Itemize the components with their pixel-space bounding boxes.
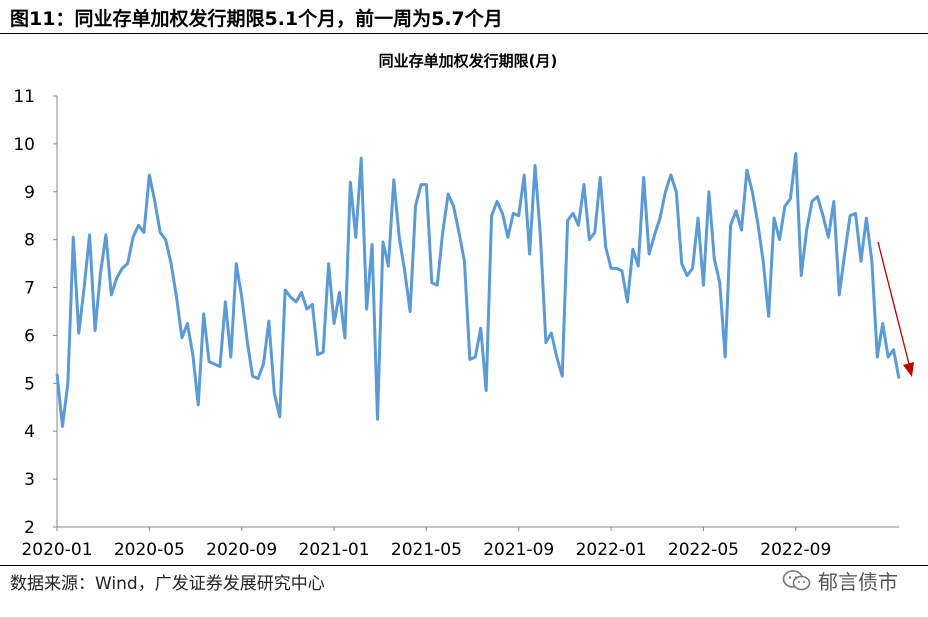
series-line — [55, 151, 901, 428]
x-tick-label: 2020-01 — [21, 540, 92, 560]
chart-title: 同业存单加权发行期限(月) — [379, 52, 558, 70]
y-tick-label: 10 — [13, 135, 35, 155]
watermark: 郁言债市 — [782, 566, 898, 595]
axes: 2 3 4 5 6 7 8 9 10 11 2020-01 2020-05 2020-09 2021-01… — [13, 87, 899, 560]
x-tick-label: 2020-05 — [114, 540, 185, 560]
line-chart: 同业存单加权发行期限(月) 2 3 4 5 6 7 8 9 10 11 2020-01 2020-05… — [13, 52, 914, 560]
plot-area — [55, 151, 914, 428]
source-rule — [0, 565, 928, 566]
x-tick-label: 2022-09 — [760, 540, 831, 560]
watermark-text: 郁言债市 — [818, 570, 898, 594]
y-tick-label: 7 — [24, 279, 35, 299]
x-tick-label: 2020-09 — [206, 540, 277, 560]
y-tick-label: 8 — [24, 231, 35, 251]
x-tick-label: 2021-01 — [299, 540, 370, 560]
y-tick-label: 5 — [24, 374, 35, 394]
trend-arrow-line — [877, 241, 911, 369]
title-rule — [0, 33, 928, 34]
trend-arrow-head — [903, 362, 914, 377]
y-tick-label: 4 — [24, 422, 35, 442]
y-tick-label: 11 — [13, 87, 35, 107]
figure-title: 图11：同业存单加权发行期限5.1个月，前一周为5.7个月 — [10, 8, 503, 30]
y-tick-label: 6 — [24, 326, 35, 346]
y-tick-label: 3 — [24, 470, 35, 490]
x-tick-label: 2022-05 — [668, 540, 739, 560]
x-tick-label: 2021-05 — [391, 540, 462, 560]
source-note: 数据来源：Wind，广发证券发展研究中心 — [10, 574, 325, 594]
y-tick-label: 9 — [24, 183, 35, 203]
x-tick-label: 2021-09 — [483, 540, 554, 560]
wechat-icon — [782, 569, 811, 590]
x-tick-label: 2022-01 — [576, 540, 647, 560]
y-tick-label: 2 — [24, 518, 35, 538]
